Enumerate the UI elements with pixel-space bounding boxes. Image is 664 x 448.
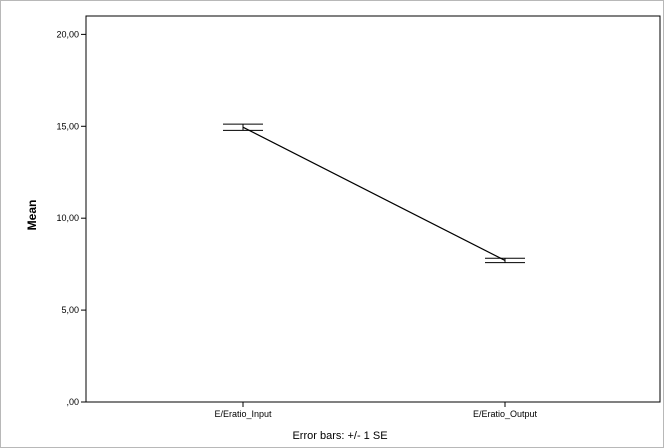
plot-area [85,15,661,403]
series-layer [242,126,506,262]
y-tick-label: ,00 [66,397,79,407]
y-axis-title: Mean [25,200,39,231]
y-tick-label: 5,00 [61,305,79,315]
error-bars [223,123,525,264]
y-tick-label: 10,00 [56,213,79,223]
x-tick-label: E/Eratio_Output [473,409,538,419]
error-bars-note: Error bars: +/- 1 SE [292,430,387,442]
x-tick-label: E/Eratio_Input [214,409,272,419]
y-axis-ticks: ,00 5,00 10,00 15,00 20,00 [56,29,86,407]
series-line [242,126,506,262]
y-tick-label: 20,00 [56,29,79,39]
y-tick-label: 15,00 [56,121,79,131]
x-axis-ticks: E/Eratio_Input E/Eratio_Output [214,402,538,419]
